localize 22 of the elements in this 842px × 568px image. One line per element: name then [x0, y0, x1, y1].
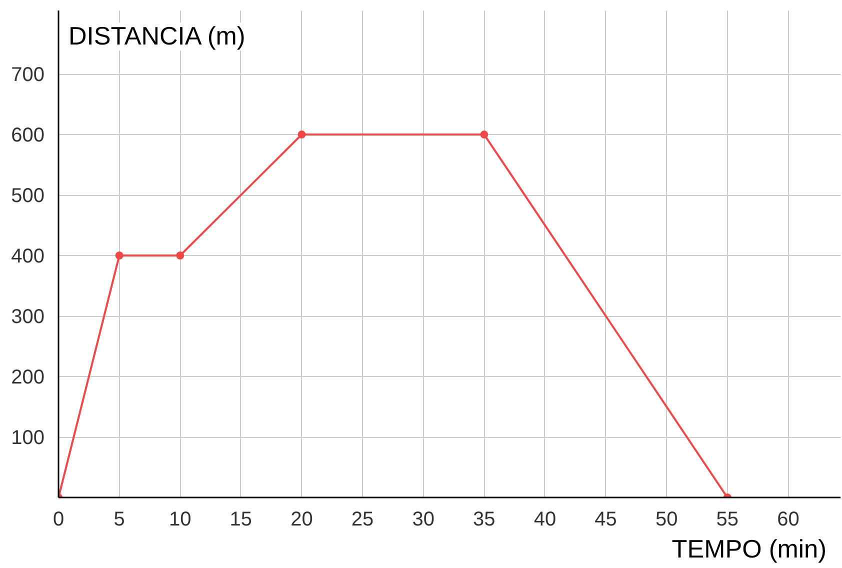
x-tick-label: 5	[114, 508, 125, 530]
x-tick-label: 50	[655, 508, 678, 530]
y-tick-label: 600	[11, 124, 45, 147]
x-axis-title: TEMPO (min)	[672, 536, 827, 564]
y-tick-label: 200	[11, 366, 45, 389]
y-tick-label: 700	[11, 64, 45, 86]
y-tick-label: 500	[11, 185, 45, 208]
x-tick-label: 60	[777, 508, 800, 530]
x-tick-label: 30	[412, 508, 434, 530]
y-tick-label: 300	[11, 306, 45, 328]
x-tick-label: 10	[168, 508, 192, 530]
y-tick-label: 100	[11, 427, 45, 450]
x-tick-label: 0	[52, 508, 64, 530]
x-tick-label: 55	[716, 508, 739, 530]
y-tick-label: 400	[11, 246, 45, 268]
x-tick-label: 45	[594, 508, 617, 530]
x-tick-label: 15	[230, 508, 252, 530]
x-tick-label: 20	[290, 508, 313, 530]
x-tick-label: 25	[351, 508, 374, 530]
x-tick-label: 40	[534, 508, 556, 530]
y-axis-title: DISTANCIA (m)	[68, 22, 246, 50]
x-tick-label: 35	[473, 508, 496, 530]
